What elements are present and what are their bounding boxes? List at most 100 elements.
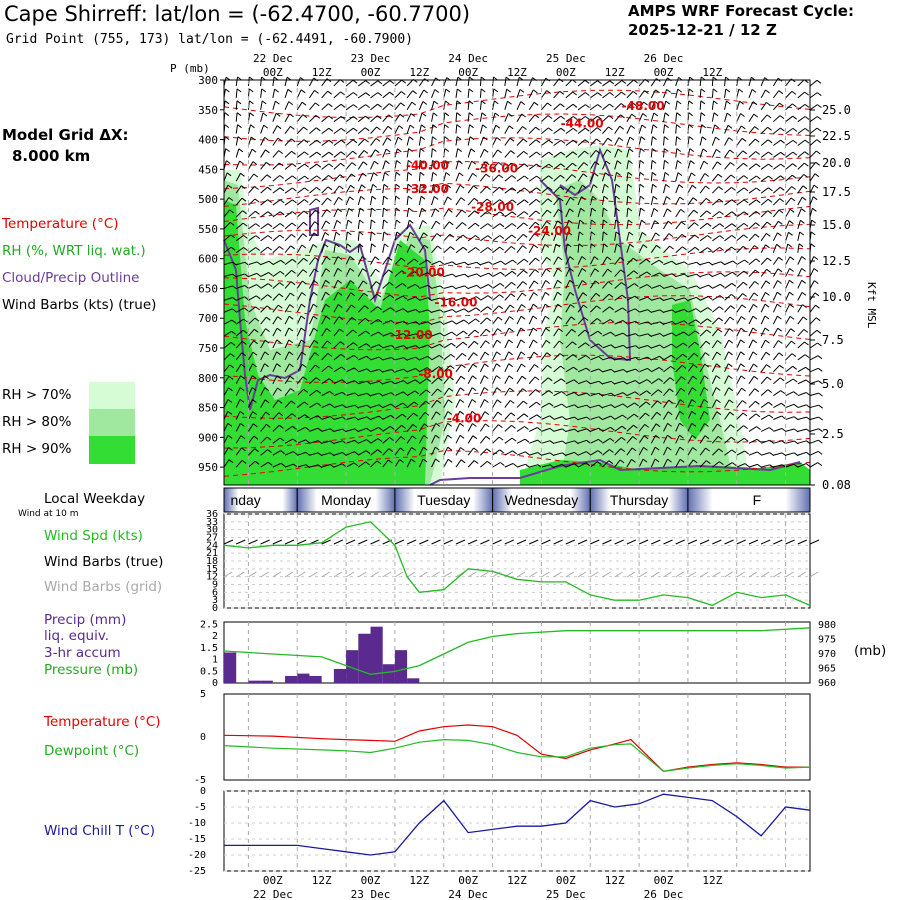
wind-barb [626, 333, 636, 337]
wind-barb-flag [791, 353, 797, 358]
wind-barb-flag [338, 185, 344, 190]
wind-barb-flag [255, 223, 261, 228]
wind-barb-flag [362, 172, 367, 177]
wind-barb-flag [643, 101, 648, 106]
grid-wind-barb [345, 571, 355, 578]
wind-barb-flag [249, 112, 255, 117]
wind-barb [528, 303, 534, 313]
wind-barb-flag [663, 136, 669, 141]
wind-barb-flag [657, 389, 663, 394]
wind-barb-flag [240, 375, 245, 380]
wind-barb-flag [572, 91, 578, 96]
wind-barb [785, 139, 794, 146]
wind-barb [223, 459, 230, 468]
wind-barb-flag [325, 291, 330, 296]
wind-barb [651, 333, 661, 337]
wind-barb-flag [561, 452, 567, 457]
wind-barb-flag [292, 187, 297, 192]
wind-barb-flag [498, 174, 504, 179]
wind-barb-flag [481, 100, 486, 105]
wind-barb-flag [634, 380, 640, 384]
wind-barb-flag [659, 297, 665, 302]
wind-barb-flag [329, 390, 334, 395]
wind-barb [394, 368, 404, 373]
wind-barb [528, 221, 536, 230]
wind-barb-flag [766, 364, 771, 369]
wind-barb [492, 449, 501, 456]
wind-barb [516, 245, 523, 254]
wind-barb-flag [676, 124, 681, 128]
wind-barb [663, 233, 670, 242]
wind-barb-flag [276, 375, 282, 380]
wind-barb [370, 160, 375, 170]
wind-barb [614, 392, 624, 397]
wind-barb-flag [447, 458, 453, 463]
wind-barb [699, 435, 706, 444]
wind-barb-flag [754, 126, 759, 131]
wind-barb [761, 464, 770, 468]
surface-wind-barb [614, 539, 624, 545]
wind-barb [516, 175, 525, 182]
wind-barb-flag [447, 446, 453, 451]
wind-barb [431, 89, 436, 99]
wind-barb [529, 439, 538, 444]
wind-barb [357, 127, 366, 134]
wind-barb-flag [292, 438, 298, 443]
wind-barb-flag [232, 285, 237, 290]
wind-barb-flag [523, 175, 529, 180]
wind-barb [479, 173, 487, 182]
rh-region [672, 300, 710, 440]
wind-barb [272, 339, 278, 349]
wind-barb-flag [353, 354, 359, 359]
wind-barb-flag [651, 159, 657, 164]
temperature-label: -20.00 [402, 266, 445, 280]
surface-wind-barb [504, 539, 514, 545]
wind-barb [601, 219, 604, 229]
wind-barb-flag [622, 403, 628, 408]
wind-barb [687, 261, 697, 266]
wind-barb-flag [484, 399, 489, 403]
wind-barb-flag [598, 368, 604, 373]
wind-barb-flag [706, 210, 712, 215]
wind-barb-flag [507, 113, 513, 117]
wind-barb-flag [314, 221, 320, 226]
wind-barb [406, 90, 413, 99]
wind-barb-flag [780, 163, 786, 168]
wind-barb [711, 317, 720, 325]
wind-barb-flag [241, 197, 247, 202]
wind-barb-flag [264, 351, 270, 356]
wind-barb [309, 352, 316, 361]
weekday-cell [223, 487, 298, 513]
wind-barb-flag [459, 399, 465, 403]
wind-barb [247, 148, 253, 158]
wind-barb [443, 411, 449, 420]
wind-barb [797, 185, 804, 194]
wind-barb-flag [765, 339, 770, 344]
wind-barb-flag [291, 222, 297, 227]
wind-barb [565, 243, 568, 253]
temperature-label: -8.00 [418, 367, 453, 381]
wind-barb-flag [713, 100, 718, 105]
height-tick-label: 12.5 [822, 254, 851, 268]
wind-barb-flag [603, 207, 608, 212]
wind-barb-flag [471, 387, 477, 392]
wind-barb-flag [644, 90, 649, 94]
wind-barb [748, 304, 754, 313]
wind-barb-flag [499, 246, 504, 251]
wind-barb-flag [483, 375, 489, 380]
wind-barb [663, 260, 672, 266]
wind-barb [455, 447, 461, 456]
wind-barb-flag [533, 244, 539, 249]
wind-barb [260, 272, 269, 277]
wind-barb-flag [632, 436, 638, 440]
wind-barb-flag [669, 388, 674, 393]
wind-barb-flag [754, 245, 759, 249]
wind-barb-flag [328, 163, 334, 168]
wind-barb [528, 151, 537, 158]
precip-bar [346, 650, 359, 683]
wind-barb [663, 136, 665, 146]
wind-barb [528, 280, 535, 289]
wind-barb [687, 330, 696, 337]
pressure-right-tick-label: 970 [818, 649, 836, 660]
wind-barb [663, 343, 672, 349]
